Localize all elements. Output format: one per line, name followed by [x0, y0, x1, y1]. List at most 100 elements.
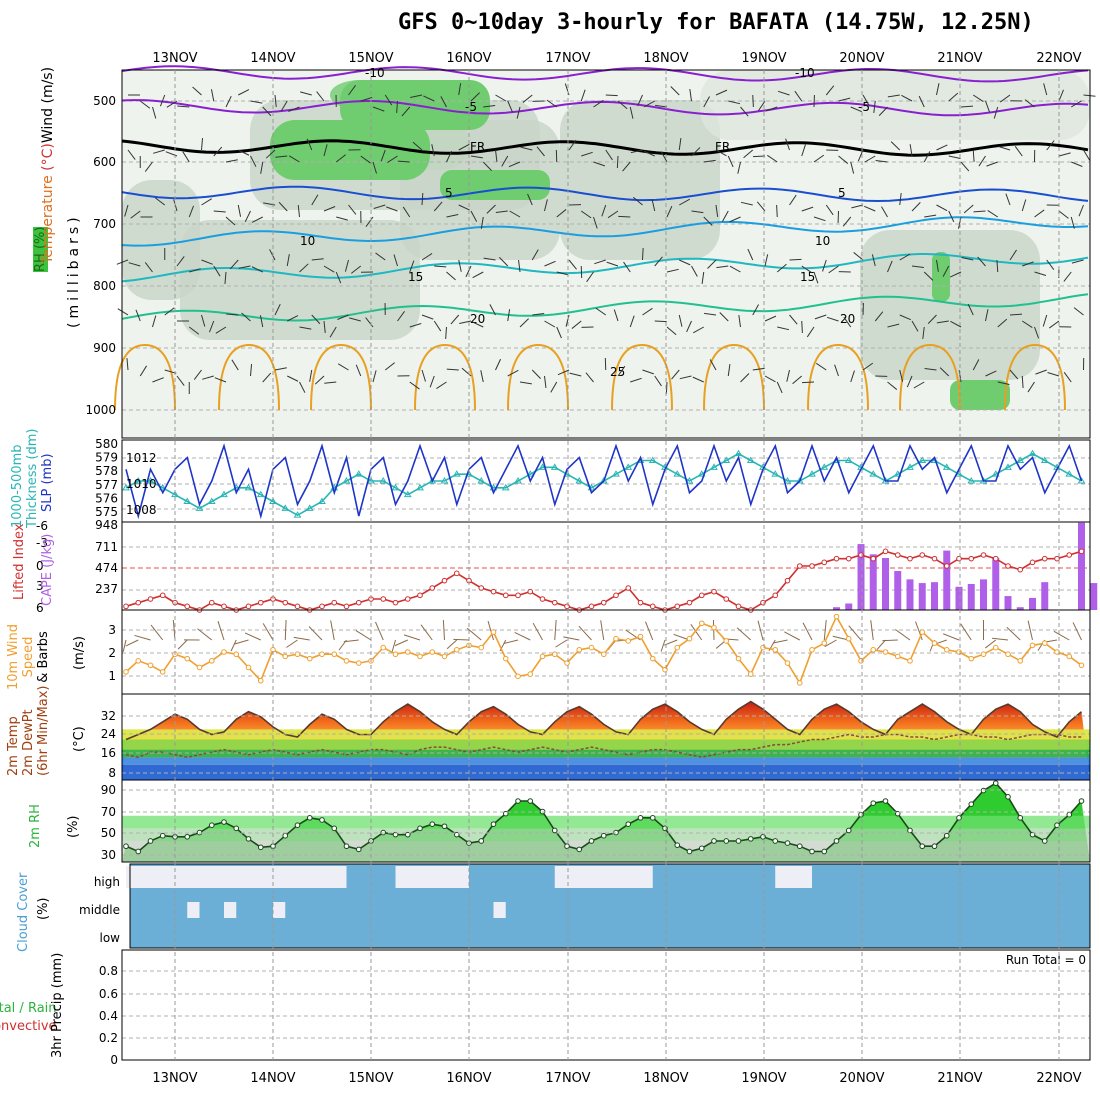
wind-barb [828, 265, 839, 274]
wind-speed-line-point [1017, 658, 1024, 664]
rh-line-point [184, 833, 191, 840]
wind-barb [527, 193, 533, 206]
li-line-point [637, 599, 644, 606]
li-line-point [723, 596, 730, 602]
thickness-line-point [183, 497, 192, 504]
li-line-point [858, 552, 864, 558]
li-tick: -3 [36, 536, 48, 550]
li-line-point [147, 596, 154, 602]
li-line-point [1066, 552, 1073, 558]
li-line-point [1017, 566, 1024, 573]
wind-barb [737, 161, 741, 174]
wind-barb [159, 94, 166, 107]
rh-band [122, 815, 1090, 829]
wind-barb [280, 100, 288, 112]
wind-barb [605, 94, 618, 97]
wind-barb [813, 216, 826, 222]
wind-barb [936, 320, 949, 324]
wind-barb [501, 155, 509, 167]
wind-barb [355, 364, 362, 377]
cloud-unit: (%) [36, 897, 51, 921]
thickness-tick: 580 [95, 437, 118, 451]
wind-barb [225, 159, 238, 163]
wind-ylabel: 10m Wind Speed & Barbs [6, 623, 51, 690]
wind-barb [756, 201, 766, 212]
precip-tick: 0 [110, 1053, 118, 1067]
li-line-point [894, 552, 901, 558]
wind-barb [387, 155, 398, 163]
wind-barb [887, 323, 900, 328]
rh-tick: 50 [101, 826, 116, 840]
isotherm-25 [1004, 343, 1066, 411]
wind-barb [736, 627, 752, 641]
rh-line-point [637, 815, 644, 821]
wind-barb [851, 204, 864, 209]
wind-barb [942, 633, 960, 641]
wind-speed-line-point [760, 644, 766, 651]
wind-barb [814, 314, 827, 320]
wind-speed-line-point [257, 677, 264, 684]
wind-barb [691, 210, 704, 214]
rh-shading-green [440, 170, 550, 200]
li-line-point [380, 596, 387, 602]
wind-barb [874, 311, 884, 322]
rh-line-point [858, 811, 864, 818]
wind-barb [679, 198, 690, 206]
wind-barb [1058, 152, 1071, 157]
wind-barb [1053, 630, 1070, 641]
isotherm-label: 10 [815, 234, 830, 248]
li-line-point [294, 603, 301, 610]
wind-barb [984, 639, 997, 649]
wind-speed-line-point [772, 646, 779, 653]
wind-barb [850, 106, 862, 113]
wind-barb [507, 100, 513, 113]
wind-speed-line-point [539, 653, 546, 660]
wind-barb [442, 620, 445, 641]
wind-barb [555, 639, 568, 648]
wind-barb [386, 206, 398, 212]
wind-barb [571, 320, 582, 329]
wind-barb [632, 196, 643, 206]
thickness-line-point [648, 456, 657, 463]
wind-barb [960, 623, 972, 641]
wind-barb [881, 206, 888, 218]
wind-barb [764, 254, 769, 267]
isotherm-line [121, 139, 1089, 157]
wind-barb [335, 271, 342, 284]
wind-barb [617, 365, 626, 377]
wind-barb [365, 317, 374, 328]
upper-temp-label: Temperature (°C)Wind (m/s) [40, 66, 56, 264]
rh-line-point [723, 838, 730, 844]
wind-barb [306, 138, 313, 151]
temp-tick: 16 [101, 746, 116, 760]
wind-barb [244, 210, 251, 223]
wind-barb [1009, 249, 1017, 261]
wind-barb [150, 624, 164, 641]
wind-barb [166, 100, 178, 108]
wind-barb [826, 316, 839, 322]
wind-barb [607, 210, 619, 219]
thickness-tick: 575 [95, 505, 118, 519]
wind-barb [993, 106, 999, 119]
wind-barb [128, 262, 141, 267]
wind-barb [948, 210, 955, 223]
li-line-point [564, 603, 570, 610]
wind-speed-line-point [870, 646, 877, 653]
wind-barb [709, 359, 717, 371]
wind-barb [686, 320, 692, 333]
wind-barb [911, 202, 921, 212]
thickness-line-point [918, 456, 927, 463]
wind-barb [1063, 371, 1072, 383]
wind-barb [715, 204, 719, 217]
precip-tick: 0.2 [99, 1031, 118, 1045]
precip-panel: Run Total = 0 0.8 0.6 0.4 0.2 0 [99, 949, 1091, 1067]
wind-speed-line-point [184, 655, 191, 662]
isotherm-25 [218, 343, 280, 411]
wind-barb [801, 320, 803, 334]
wind-speed-line-point [907, 658, 913, 664]
wind-barb [1058, 210, 1069, 219]
wind-barb [963, 204, 974, 214]
wind-barb [323, 320, 326, 333]
wind-barb [182, 151, 190, 163]
